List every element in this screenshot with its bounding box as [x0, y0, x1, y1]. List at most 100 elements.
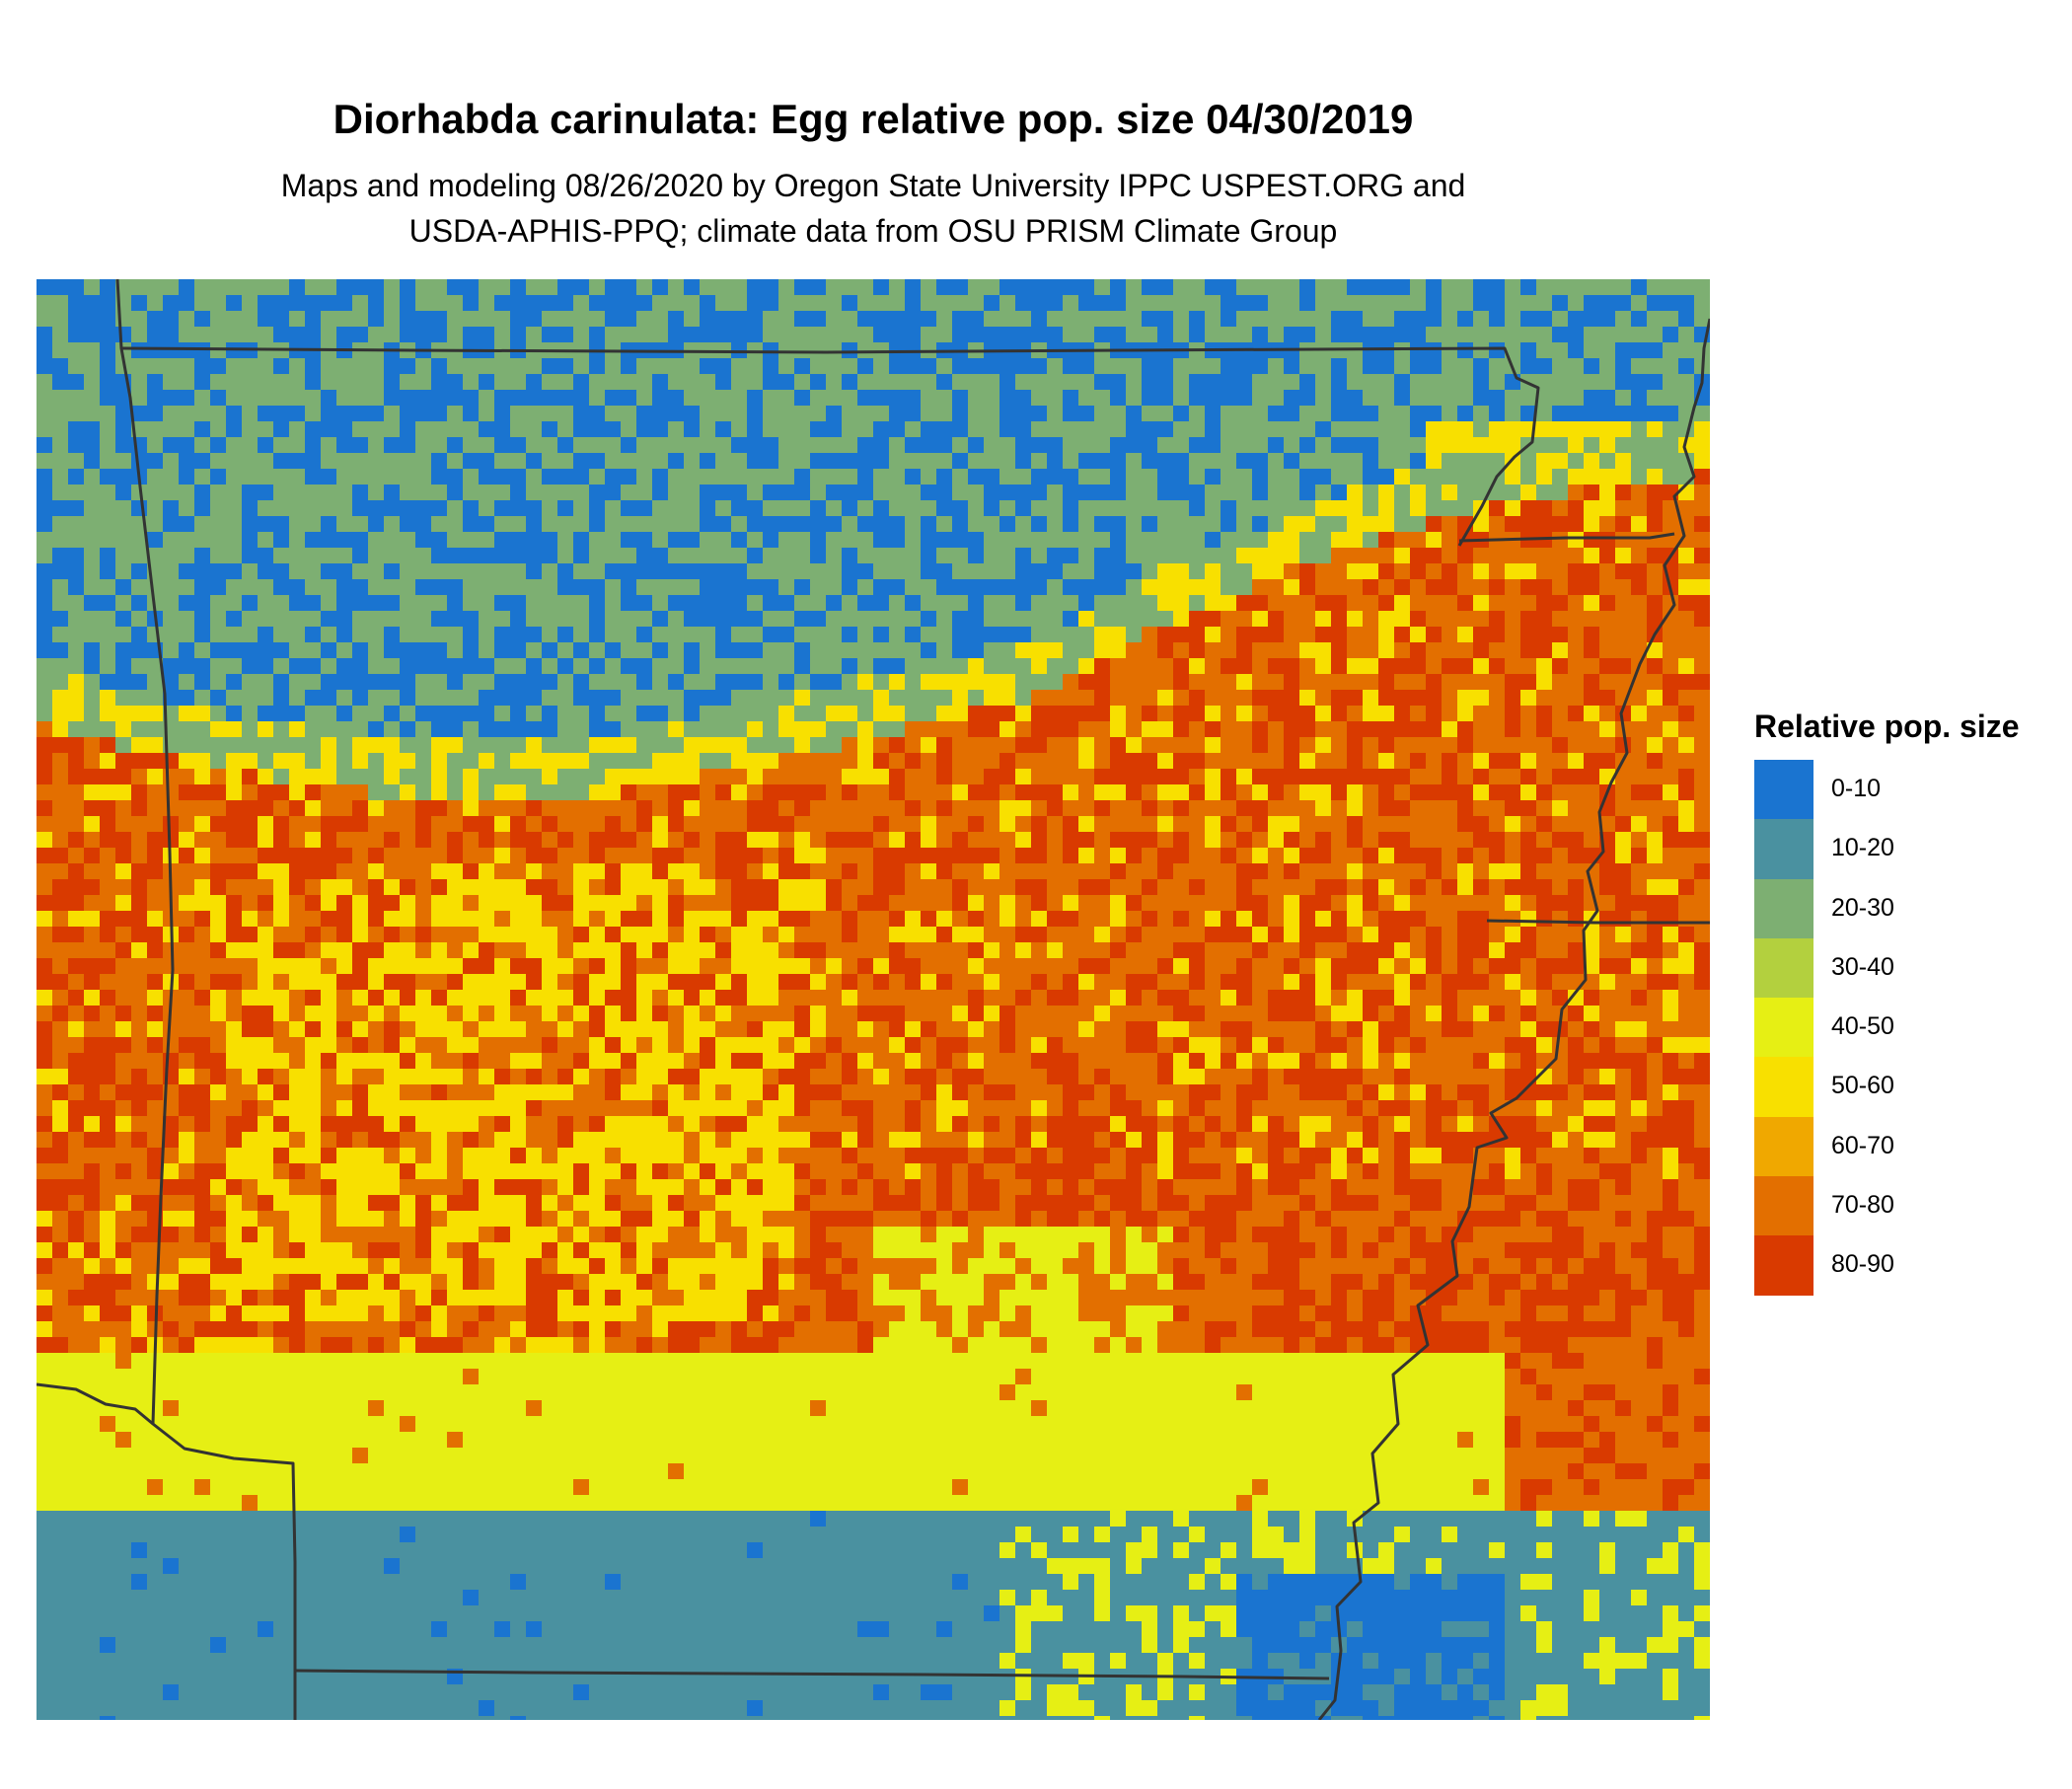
- map-cell: [1457, 990, 1474, 1006]
- map-cell: [1299, 358, 1316, 375]
- map-cell: [921, 753, 937, 770]
- map-cell: [1252, 469, 1269, 485]
- map-cell: [289, 800, 306, 817]
- map-cell: [1126, 279, 1143, 296]
- map-cell: [1442, 327, 1458, 343]
- map-cell: [968, 895, 985, 912]
- map-cell: [1678, 784, 1695, 801]
- map-cell: [1331, 706, 1348, 722]
- map-cell: [999, 848, 1016, 864]
- map-cell: [763, 1006, 779, 1022]
- map-cell: [1615, 374, 1632, 391]
- map-cell: [936, 390, 953, 407]
- map-cell: [700, 485, 716, 501]
- map-cell: [1015, 863, 1032, 880]
- map-cell: [163, 516, 180, 533]
- map-cell: [1394, 674, 1411, 691]
- map-cell: [1489, 753, 1506, 770]
- map-cell: [589, 769, 606, 785]
- map-cell: [984, 642, 1000, 659]
- map-cell: [226, 295, 243, 312]
- map-cell: [763, 563, 779, 580]
- map-cell: [652, 895, 669, 912]
- map-cell: [52, 895, 69, 912]
- map-cell: [1331, 595, 1348, 612]
- map-cell: [1142, 595, 1158, 612]
- map-cell: [1189, 721, 1206, 738]
- map-cell: [1599, 990, 1616, 1006]
- map-cell: [494, 706, 511, 722]
- map-cell: [605, 990, 622, 1006]
- map-cell: [1615, 611, 1632, 628]
- map-cell: [321, 737, 337, 754]
- map-cell: [242, 500, 259, 517]
- map-cell: [1331, 295, 1348, 312]
- map-cell: [115, 390, 132, 407]
- map-cell: [510, 437, 527, 454]
- map-cell: [542, 895, 558, 912]
- map-cell: [747, 516, 764, 533]
- map-cell: [589, 611, 606, 628]
- map-cell: [37, 753, 53, 770]
- map-cell: [258, 563, 274, 580]
- map-cell: [652, 358, 669, 375]
- map-cell: [1157, 958, 1174, 975]
- map-cell: [1394, 816, 1411, 833]
- map-cell: [842, 895, 858, 912]
- map-cell: [731, 548, 748, 564]
- map-cell: [368, 927, 385, 943]
- map-cell: [1157, 879, 1174, 896]
- map-cell: [163, 784, 180, 801]
- map-cell: [857, 753, 874, 770]
- map-cell: [1536, 958, 1553, 975]
- map-cell: [1678, 832, 1695, 849]
- map-cell: [1457, 974, 1474, 991]
- map-cell: [479, 800, 495, 817]
- map-cell: [557, 816, 574, 833]
- map-cell: [84, 816, 101, 833]
- map-cell: [1426, 500, 1443, 517]
- map-cell: [1457, 453, 1474, 470]
- map-cell: [1315, 974, 1332, 991]
- map-cell: [179, 311, 195, 328]
- map-cell: [1063, 611, 1079, 628]
- map-cell: [905, 374, 922, 391]
- map-cell: [431, 295, 448, 312]
- map-cell: [368, 642, 385, 659]
- map-cell: [557, 642, 574, 659]
- map-cell: [573, 658, 590, 675]
- map-cell: [1378, 942, 1395, 959]
- map-cell: [542, 784, 558, 801]
- map-cell: [999, 737, 1016, 754]
- map-cell: [763, 942, 779, 959]
- map-cell: [1252, 974, 1269, 991]
- map-cell: [763, 611, 779, 628]
- map-cell: [1142, 627, 1158, 643]
- map-cell: [621, 832, 637, 849]
- map-cell: [479, 374, 495, 391]
- map-cell: [526, 469, 543, 485]
- map-cell: [1489, 784, 1506, 801]
- map-cell: [1568, 358, 1585, 375]
- map-cell: [1615, 532, 1632, 549]
- map-cell: [463, 974, 480, 991]
- map-cell: [1552, 942, 1569, 959]
- map-cell: [1536, 658, 1553, 675]
- map-cell: [1347, 658, 1364, 675]
- map-cell: [731, 532, 748, 549]
- map-cell: [778, 832, 795, 849]
- map-cell: [1505, 927, 1521, 943]
- map-cell: [1442, 485, 1458, 501]
- map-cell: [1378, 927, 1395, 943]
- map-cell: [447, 327, 464, 343]
- map-cell: [999, 532, 1016, 549]
- map-cell: [226, 658, 243, 675]
- map-cell: [431, 911, 448, 928]
- map-cell: [52, 674, 69, 691]
- map-cell: [179, 611, 195, 628]
- map-cell: [163, 374, 180, 391]
- map-cell: [1268, 784, 1285, 801]
- map-cell: [1142, 390, 1158, 407]
- map-cell: [542, 279, 558, 296]
- map-cell: [1647, 374, 1664, 391]
